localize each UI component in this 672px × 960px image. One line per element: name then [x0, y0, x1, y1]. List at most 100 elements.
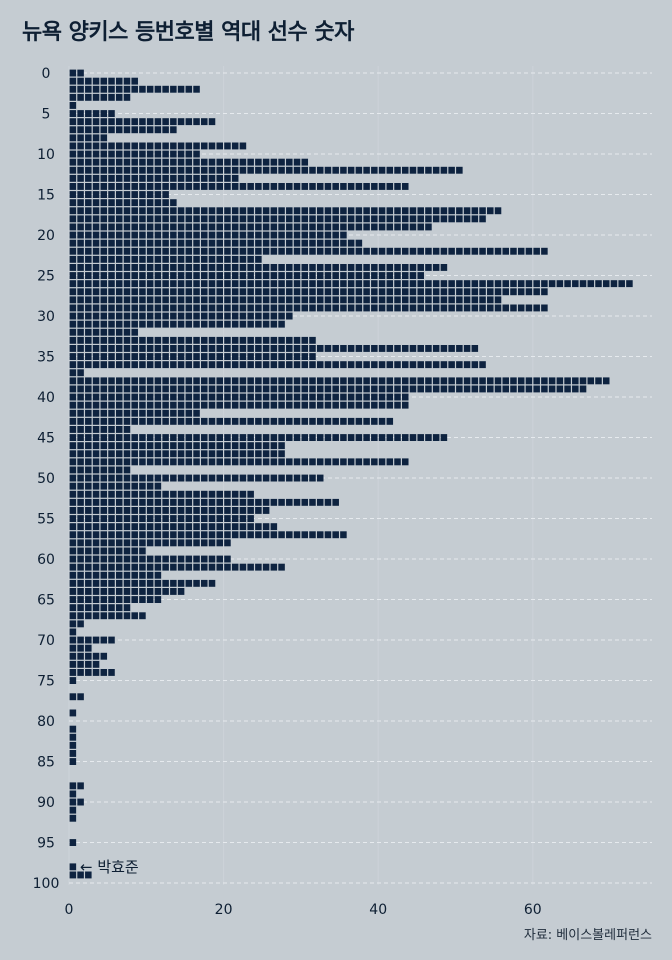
unit-square — [170, 158, 177, 166]
unit-square — [448, 361, 455, 369]
unit-square — [100, 604, 108, 612]
unit-square — [146, 579, 154, 587]
unit-square — [216, 490, 223, 498]
unit-square — [247, 450, 254, 458]
unit-square — [185, 166, 193, 174]
unit-square — [77, 255, 84, 263]
unit-square — [340, 264, 347, 271]
unit-square — [154, 158, 162, 166]
unit-square — [216, 345, 223, 352]
unit-square — [100, 231, 108, 239]
unit-square — [293, 183, 301, 190]
unit-square — [262, 507, 270, 514]
unit-square — [332, 304, 339, 312]
unit-square — [193, 215, 200, 223]
unit-square — [193, 563, 200, 571]
unit-square — [131, 142, 138, 150]
unit-square — [278, 158, 285, 166]
unit-square — [231, 223, 239, 231]
unit-square — [286, 458, 293, 466]
unit-square — [208, 474, 216, 482]
unit-square — [208, 539, 216, 547]
unit-square — [247, 498, 254, 506]
unit-square — [131, 588, 138, 595]
unit-square — [100, 507, 108, 514]
unit-square — [216, 498, 223, 506]
unit-square — [231, 393, 239, 401]
unit-square — [185, 207, 193, 215]
unit-square — [316, 183, 324, 190]
bar-number-27 — [69, 288, 548, 296]
unit-square — [239, 345, 247, 352]
unit-square — [324, 207, 332, 215]
unit-square — [262, 223, 270, 231]
unit-square — [177, 207, 185, 215]
unit-square — [347, 377, 355, 385]
bar-number-99 — [69, 871, 92, 879]
unit-square — [108, 393, 115, 401]
unit-square — [231, 280, 239, 288]
unit-square — [69, 604, 77, 612]
unit-square — [131, 523, 138, 531]
unit-square — [170, 490, 177, 498]
unit-square — [208, 247, 216, 255]
unit-square — [170, 523, 177, 531]
unit-square — [69, 207, 77, 215]
unit-square — [146, 490, 154, 498]
unit-square — [432, 385, 440, 393]
unit-square — [332, 215, 339, 223]
bar-number-37 — [69, 369, 84, 377]
unit-square — [123, 223, 131, 231]
unit-square — [123, 296, 131, 304]
unit-square — [201, 345, 208, 352]
unit-square — [378, 434, 386, 441]
unit-square — [270, 158, 278, 166]
unit-square — [69, 247, 77, 255]
bar-number-77 — [69, 693, 84, 701]
unit-square — [115, 596, 123, 603]
unit-square — [394, 304, 401, 312]
bar-number-72 — [69, 652, 108, 660]
unit-square — [247, 523, 254, 531]
unit-square — [170, 377, 177, 385]
unit-square — [216, 353, 223, 360]
unit-square — [355, 417, 363, 425]
unit-square — [146, 361, 154, 369]
unit-square — [123, 417, 131, 425]
unit-square — [371, 393, 378, 401]
unit-square — [69, 814, 77, 822]
unit-square — [324, 401, 332, 409]
unit-square — [170, 280, 177, 288]
unit-square — [293, 393, 301, 401]
unit-square — [92, 385, 100, 393]
unit-square — [185, 85, 193, 93]
unit-square — [208, 223, 216, 231]
unit-square — [193, 417, 200, 425]
unit-square — [185, 247, 193, 255]
y-tick-label: 5 — [42, 107, 51, 123]
unit-square — [448, 385, 455, 393]
unit-square — [247, 345, 254, 352]
unit-square — [77, 466, 84, 474]
unit-square — [201, 442, 208, 450]
unit-square — [85, 563, 92, 571]
unit-square — [154, 498, 162, 506]
unit-square — [92, 547, 100, 555]
unit-square — [77, 409, 84, 417]
unit-square — [517, 377, 525, 385]
unit-square — [100, 239, 108, 247]
unit-square — [92, 490, 100, 498]
unit-square — [231, 247, 239, 255]
unit-square — [494, 207, 502, 215]
unit-square — [139, 523, 146, 531]
unit-square — [448, 377, 455, 385]
unit-square — [154, 458, 162, 466]
unit-square — [278, 498, 285, 506]
unit-square — [193, 353, 200, 360]
unit-square — [216, 288, 223, 296]
bar-number-34 — [69, 345, 479, 352]
unit-square — [69, 450, 77, 458]
unit-square — [255, 207, 262, 215]
unit-square — [92, 579, 100, 587]
unit-square — [525, 280, 533, 288]
